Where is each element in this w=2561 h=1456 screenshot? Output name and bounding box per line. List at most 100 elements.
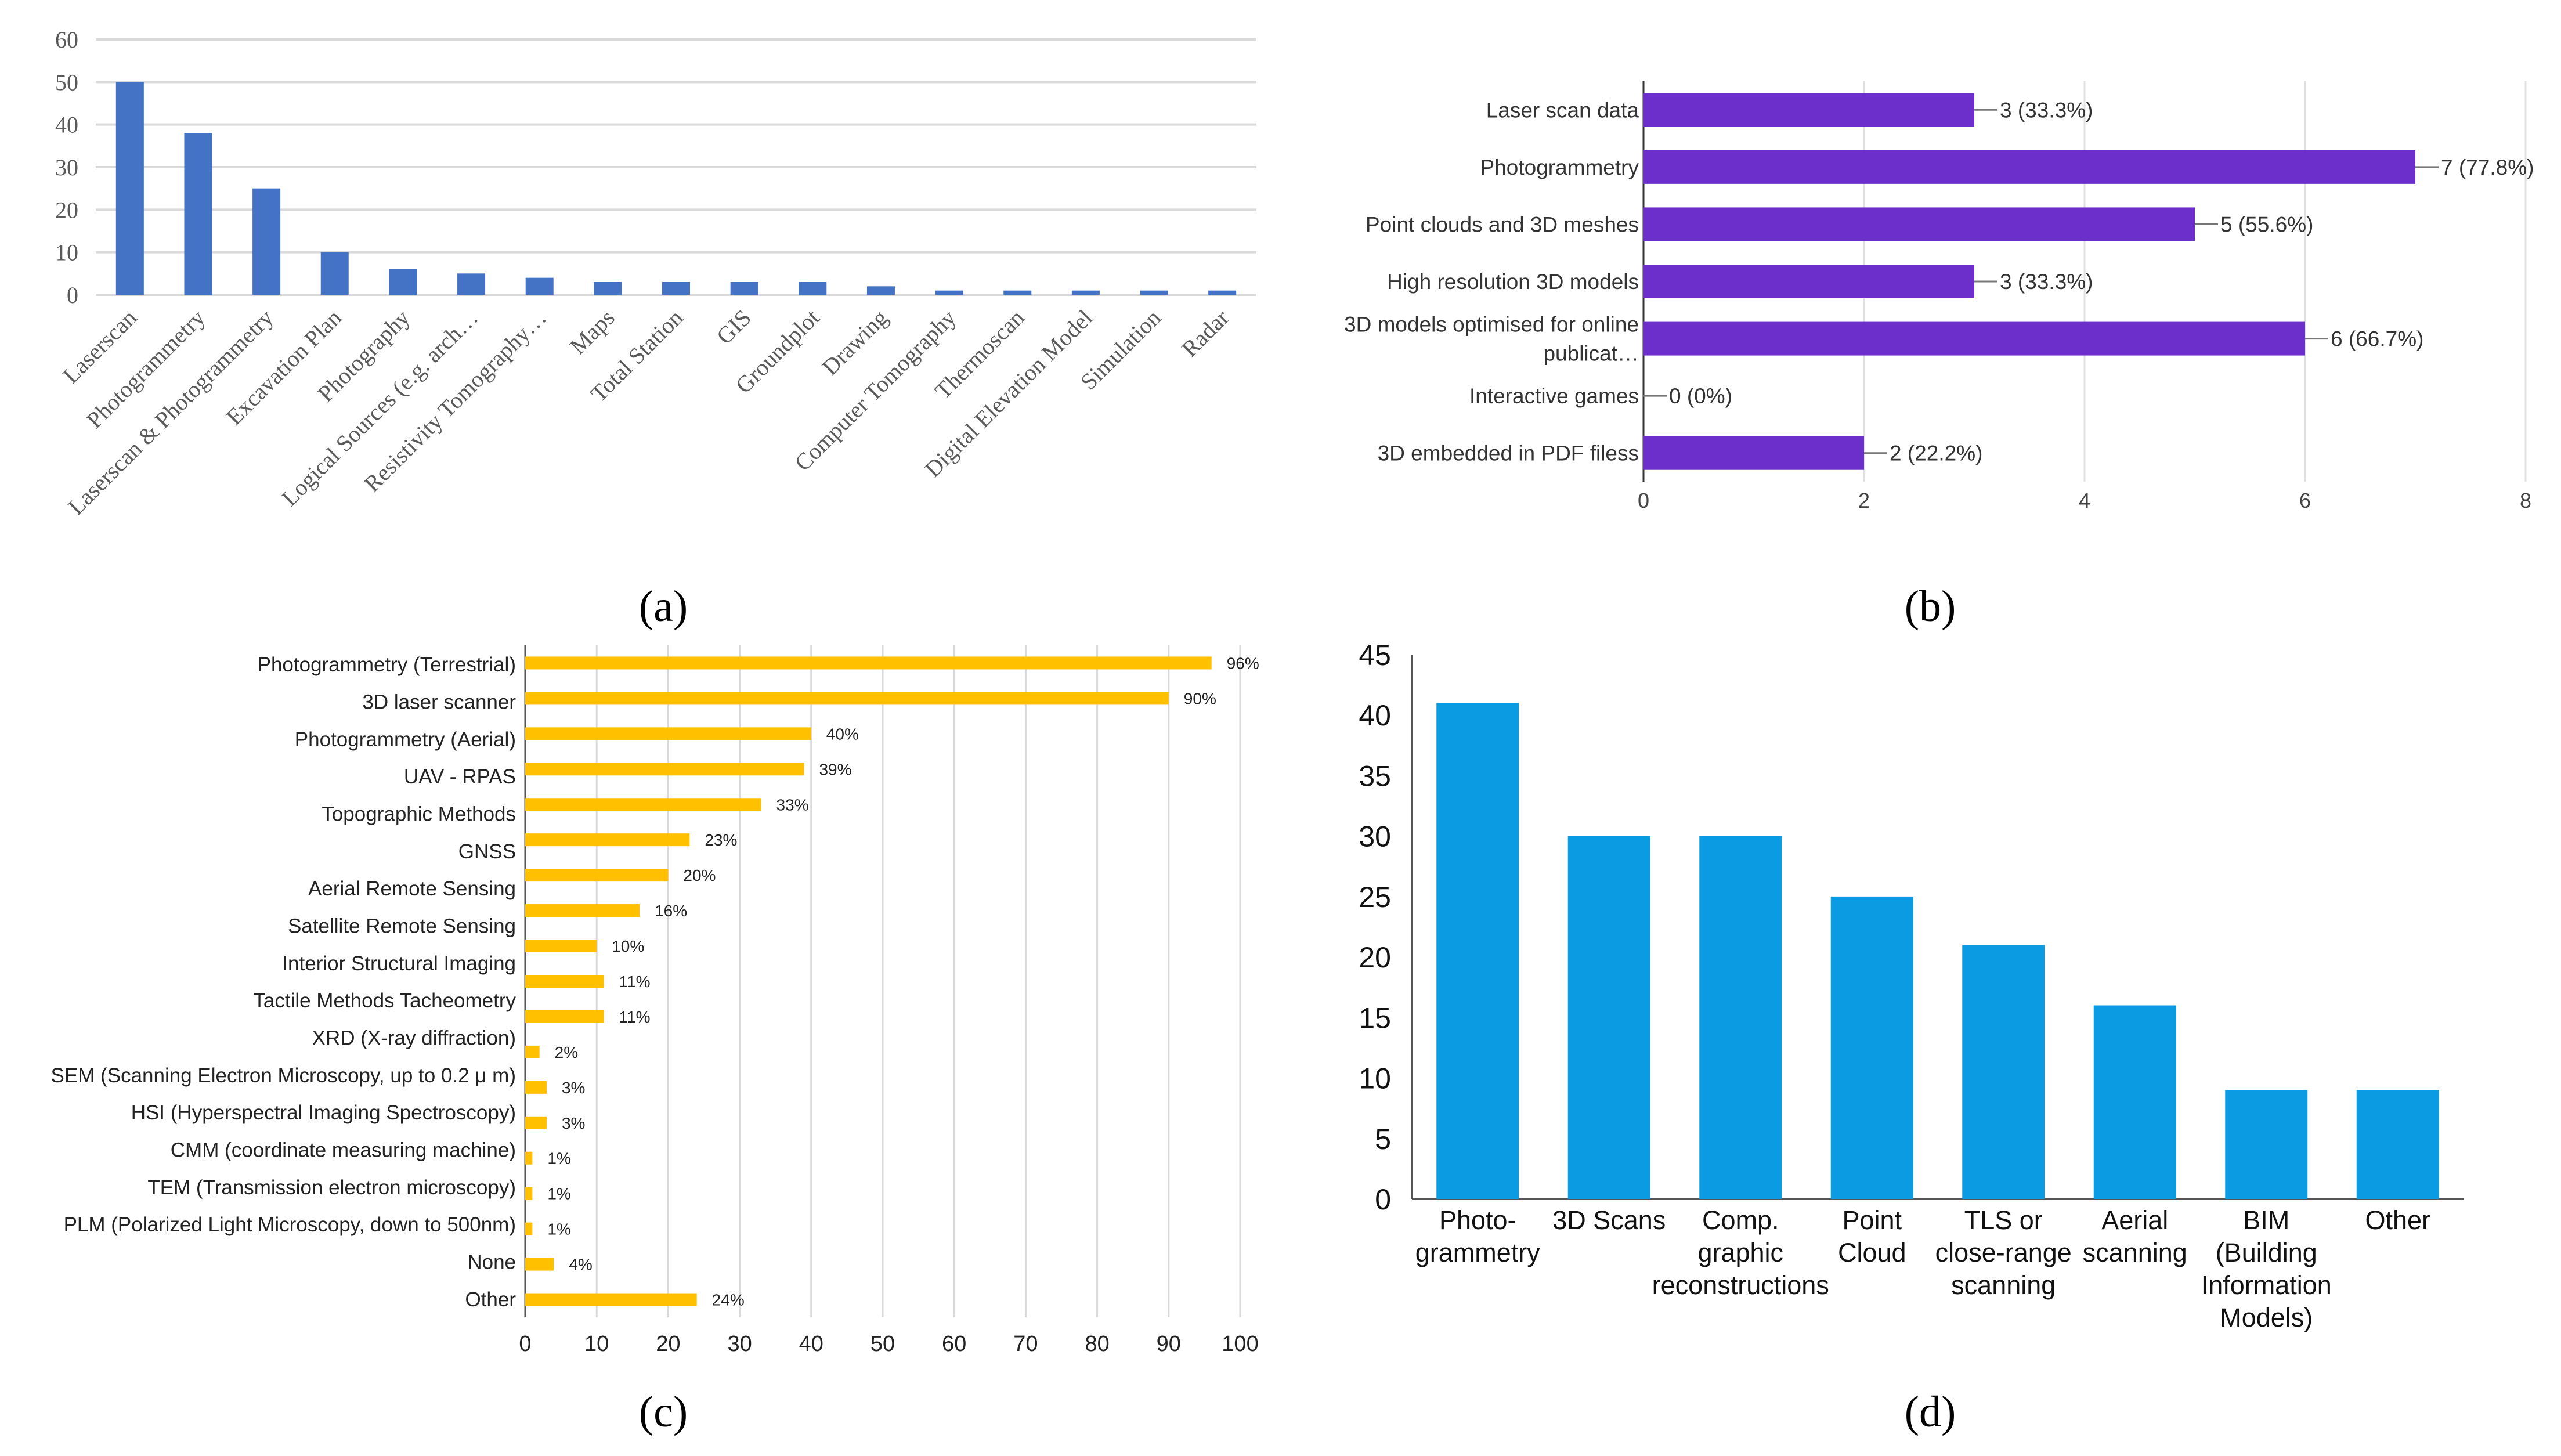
panel-c-xtick-label: 30: [727, 1332, 752, 1356]
panel-b-category-label: Photogrammetry: [1480, 156, 1639, 179]
panel-b-chart: 0 2 4 6 8 3 (33.3%) Laser scan data 7 (77.8%) Ph…: [1344, 81, 2534, 512]
panel-d-xtick-label: graphic: [1697, 1238, 1783, 1267]
panel-c-category-label: HSI (Hyperspectral Imaging Spectroscopy): [131, 1101, 516, 1124]
panel-a-bar: [799, 282, 827, 295]
panel-a-bar: [525, 277, 554, 295]
panel-a-ytick-label: 30: [55, 154, 78, 180]
panel-c-data-label: 3%: [562, 1079, 585, 1097]
panel-c-category-label: GNSS: [458, 840, 516, 863]
panel-d-ytick-label: 35: [1359, 760, 1391, 792]
panel-c-bar: [525, 727, 811, 740]
panel-d-xtick-label: (Building: [2216, 1238, 2317, 1267]
panel-c-xtick-label: 60: [942, 1332, 966, 1356]
panel-c-category-label: TEM (Transmission electron microscopy): [147, 1176, 516, 1199]
panel-d-xtick-label: reconstructions: [1652, 1270, 1829, 1300]
panel-a-bar: [662, 282, 690, 295]
panel-d-xtick-label: Information: [2201, 1270, 2332, 1300]
panel-b-data-label: 3 (33.3%): [2000, 98, 2093, 122]
panel-c-category-label: Other: [465, 1288, 516, 1311]
panel-b-bar: [1643, 436, 1864, 470]
panel-b-data-label: 6 (66.7%): [2331, 327, 2423, 351]
panel-a-bar: [320, 252, 349, 295]
panel-c-category-label: None: [467, 1251, 516, 1274]
panel-d-ytick-label: 25: [1359, 881, 1391, 913]
panel-b-bar: [1643, 150, 2415, 184]
panel-d-ytick-label: 30: [1359, 821, 1391, 853]
panel-d-bar: [2093, 1005, 2176, 1199]
panel-c-xtick-label: 80: [1085, 1332, 1109, 1356]
panel-b-data-label: 2 (22.2%): [1890, 442, 1982, 465]
panel-d-ytick-label: 15: [1359, 1002, 1391, 1034]
panel-d-xtick-label: Comp.: [1702, 1205, 1779, 1235]
panel-a-xtick-label: GIS: [711, 305, 756, 349]
panel-b-category-label: Point clouds and 3D meshes: [1366, 212, 1639, 236]
panel-a-label: (a): [639, 582, 688, 631]
panel-c-data-label: 24%: [712, 1291, 745, 1309]
panel-a-bar: [1208, 290, 1237, 295]
panel-d-xtick-label: 3D Scans: [1552, 1205, 1666, 1235]
panel-d-bar: [1830, 896, 1913, 1199]
panel-b-category-label: publicat…: [1543, 342, 1639, 366]
panel-c-data-label: 1%: [547, 1220, 570, 1238]
panel-c-data-label: 33%: [776, 796, 809, 814]
panel-c-bar: [525, 1010, 604, 1023]
panel-c-category-label: Topographic Methods: [322, 803, 516, 826]
panel-b-category-label: Laser scan data: [1486, 98, 1639, 122]
panel-c-category-label: PLM (Polarized Light Microscopy, down to…: [64, 1213, 516, 1236]
panel-d-ytick-label: 10: [1359, 1063, 1391, 1095]
panel-c-bar: [525, 1116, 547, 1129]
panel-d-ytick-label: 20: [1359, 941, 1391, 974]
panel-c-bar: [525, 940, 597, 953]
panel-b-category-label: High resolution 3D models: [1387, 270, 1639, 294]
panel-d-xtick-label: Other: [2365, 1205, 2430, 1235]
panel-b-data-label: 0 (0%): [1669, 384, 1732, 408]
panel-b-data-label: 3 (33.3%): [2000, 270, 2093, 294]
panel-c-xtick-label: 70: [1013, 1332, 1038, 1356]
panel-c-data-label: 96%: [1227, 654, 1259, 672]
panel-b-category-label: 3D embedded in PDF filess: [1378, 442, 1639, 465]
panel-c-data-label: 11%: [619, 973, 651, 991]
panel-c-bar: [525, 692, 1169, 705]
panel-c-xtick-label: 90: [1157, 1332, 1181, 1356]
panel-c-category-label: Photogrammetry (Aerial): [295, 728, 516, 751]
panel-c-category-label: SEM (Scanning Electron Microscopy, up to…: [51, 1064, 516, 1087]
panel-d-bar: [2356, 1090, 2439, 1199]
panel-c-bar: [525, 1222, 533, 1235]
panel-a-bar: [935, 290, 963, 295]
panel-c-data-label: 39%: [819, 760, 851, 778]
panel-c-bar: [525, 1151, 533, 1165]
panel-c-xtick-label: 40: [799, 1332, 823, 1356]
panel-c-category-label: XRD (X-ray diffraction): [312, 1027, 516, 1050]
panel-d-xtick-label: Photo-: [1439, 1205, 1516, 1235]
panel-c-category-label: Aerial Remote Sensing: [308, 877, 516, 900]
panel-a-bar: [1140, 290, 1168, 295]
panel-c-category-label: CMM (coordinate measuring machine): [171, 1139, 516, 1162]
panel-a-ytick-label: 0: [67, 282, 78, 308]
panel-a-bar: [457, 273, 486, 295]
panel-d-xtick-label: Point: [1842, 1205, 1902, 1235]
panel-d-ytick-label: 40: [1359, 699, 1391, 732]
panel-d-bar: [1962, 945, 2045, 1199]
panel-a-xtick-label: Excavation Plan: [221, 305, 346, 430]
panel-d-xtick-label: grammetry: [1415, 1238, 1541, 1267]
panel-a-xtick-label: Maps: [565, 305, 620, 360]
panel-b-xtick-label: 2: [1858, 489, 1870, 512]
panel-b-label: (b): [1905, 582, 1956, 631]
panel-c-bar: [525, 833, 690, 847]
panel-b-category-label: Interactive games: [1469, 384, 1639, 408]
panel-b-bar: [1643, 265, 1974, 298]
panel-a-ytick-label: 60: [55, 27, 78, 53]
panel-c-bar: [525, 1045, 540, 1058]
panel-c-category-label: Satellite Remote Sensing: [288, 915, 516, 938]
panel-d-chart: 0 5 10 15 20 25 30 35 40 45 Photo-grammetry 3D Scan…: [1359, 639, 2464, 1332]
panel-b-xtick-label: 8: [2520, 489, 2531, 512]
panel-b-data-label: 7 (77.8%): [2441, 156, 2534, 179]
panel-b-xtick-label: 6: [2299, 489, 2311, 512]
panel-d-bar: [2225, 1090, 2308, 1199]
panel-c-data-label: 3%: [562, 1114, 585, 1132]
panel-b-xtick-label: 4: [2079, 489, 2090, 512]
panel-a-xtick-label: Radar: [1176, 305, 1234, 362]
panel-a-chart: 0102030405060LaserscanPhotogrammetryLase…: [55, 27, 1256, 520]
panel-a-bar: [730, 282, 758, 295]
